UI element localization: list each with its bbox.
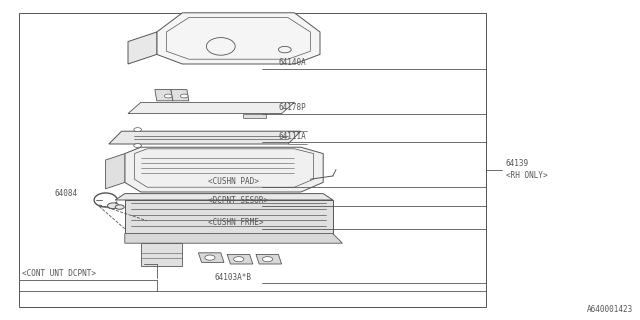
Circle shape <box>234 257 244 262</box>
Polygon shape <box>227 254 253 264</box>
Circle shape <box>262 257 273 262</box>
Polygon shape <box>243 114 266 118</box>
Circle shape <box>115 205 124 209</box>
Text: <CUSHN FRME>: <CUSHN FRME> <box>208 218 264 227</box>
Circle shape <box>108 203 119 209</box>
Text: 64140A: 64140A <box>278 58 306 67</box>
Polygon shape <box>128 102 294 114</box>
Polygon shape <box>256 254 282 264</box>
Polygon shape <box>157 13 320 64</box>
Polygon shape <box>125 200 333 234</box>
Ellipse shape <box>206 38 236 55</box>
Circle shape <box>278 46 291 53</box>
Text: <CONT UNT DCPNT>: <CONT UNT DCPNT> <box>22 269 97 278</box>
Polygon shape <box>128 32 157 64</box>
Text: 64084: 64084 <box>54 189 77 198</box>
Polygon shape <box>115 194 333 200</box>
Circle shape <box>205 255 215 260</box>
Text: <DCPNT SESOR>: <DCPNT SESOR> <box>208 196 268 205</box>
Text: 64139
<RH ONLY>: 64139 <RH ONLY> <box>506 159 547 180</box>
Polygon shape <box>125 234 342 243</box>
Polygon shape <box>141 243 182 266</box>
Circle shape <box>180 94 188 98</box>
Polygon shape <box>155 90 173 101</box>
Polygon shape <box>171 90 189 101</box>
Text: 64111A: 64111A <box>278 132 306 141</box>
Text: <CUSHN PAD>: <CUSHN PAD> <box>208 177 259 186</box>
Text: A640001423: A640001423 <box>588 305 634 314</box>
Polygon shape <box>198 253 224 262</box>
Text: 64103A*B: 64103A*B <box>214 273 252 282</box>
Circle shape <box>164 94 172 98</box>
Polygon shape <box>106 154 125 189</box>
Polygon shape <box>125 147 323 192</box>
Bar <box>19 13 486 307</box>
Polygon shape <box>109 131 301 144</box>
Text: 64178P: 64178P <box>278 103 306 112</box>
Circle shape <box>134 128 141 132</box>
Circle shape <box>134 144 141 148</box>
